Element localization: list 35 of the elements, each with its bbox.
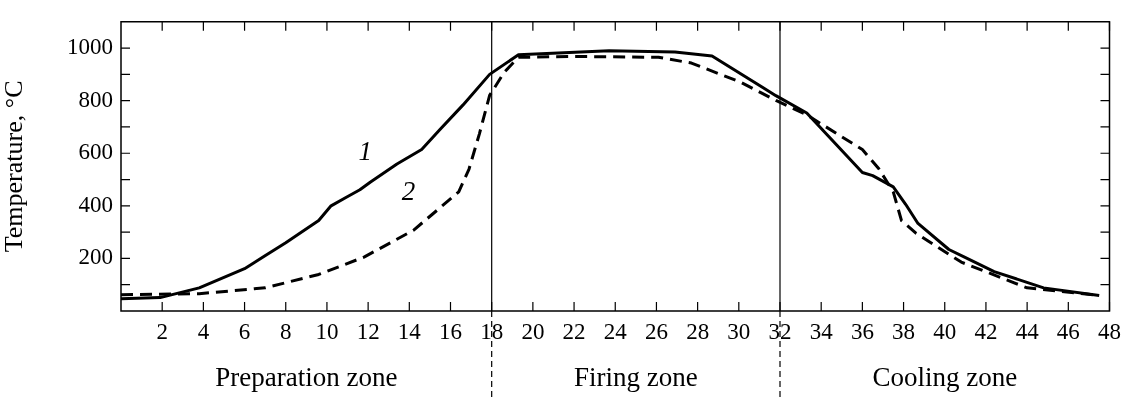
x-tick-label: 38 bbox=[892, 318, 916, 344]
x-tick-label: 24 bbox=[603, 318, 628, 344]
x-tick-label: 48 bbox=[1098, 318, 1121, 344]
x-tick-label: 22 bbox=[562, 318, 586, 344]
x-tick-label: 10 bbox=[315, 318, 339, 344]
x-tick-label: 42 bbox=[974, 318, 998, 344]
x-tick-label: 6 bbox=[238, 318, 251, 344]
x-tick-label: 16 bbox=[439, 318, 462, 344]
x-tick-label: 18 bbox=[480, 318, 504, 344]
x-tick-label: 46 bbox=[1056, 318, 1080, 344]
x-tick-label: 40 bbox=[933, 318, 957, 344]
x-tick-label: 20 bbox=[521, 318, 545, 344]
series-label: 2 bbox=[401, 176, 416, 207]
x-tick-label: 26 bbox=[644, 318, 668, 344]
x-tick-label: 36 bbox=[850, 318, 874, 344]
y-tick-label: 400 bbox=[78, 191, 113, 217]
y-tick-label: 800 bbox=[78, 86, 113, 112]
x-tick-label: 30 bbox=[727, 318, 751, 344]
x-tick-label: 28 bbox=[686, 318, 710, 344]
x-tick-label: 34 bbox=[809, 318, 834, 344]
text: Firing zone bbox=[573, 362, 698, 392]
y-axis-title: Temperature, °C bbox=[0, 80, 29, 253]
y-tick-label: 1000 bbox=[67, 34, 113, 60]
text: Cooling zone bbox=[872, 362, 1018, 392]
text: Preparation zone bbox=[215, 362, 398, 392]
x-tick-label: 12 bbox=[356, 318, 380, 344]
y-tick-label: 200 bbox=[78, 244, 113, 270]
x-tick-label: 4 bbox=[197, 318, 210, 344]
x-tick-label: 32 bbox=[768, 318, 792, 344]
x-tick-label: 8 bbox=[280, 318, 292, 344]
x-tick-label: 2 bbox=[156, 318, 168, 344]
series-label: 1 bbox=[358, 136, 372, 167]
y-tick-label: 600 bbox=[78, 139, 113, 165]
x-tick-label: 14 bbox=[397, 318, 422, 344]
x-tick-label: 44 bbox=[1015, 318, 1040, 344]
